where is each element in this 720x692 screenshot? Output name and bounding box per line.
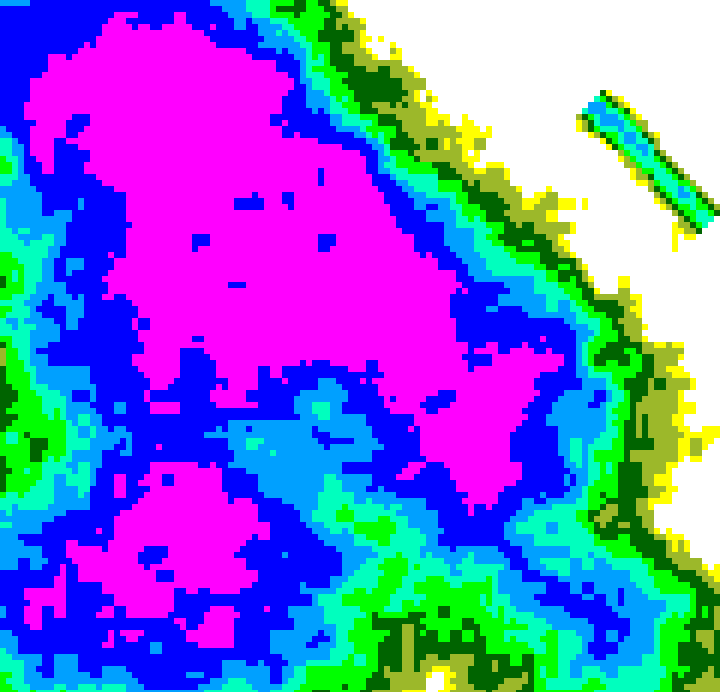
radar-intensity-layer (0, 0, 720, 692)
radar-map (0, 0, 720, 692)
